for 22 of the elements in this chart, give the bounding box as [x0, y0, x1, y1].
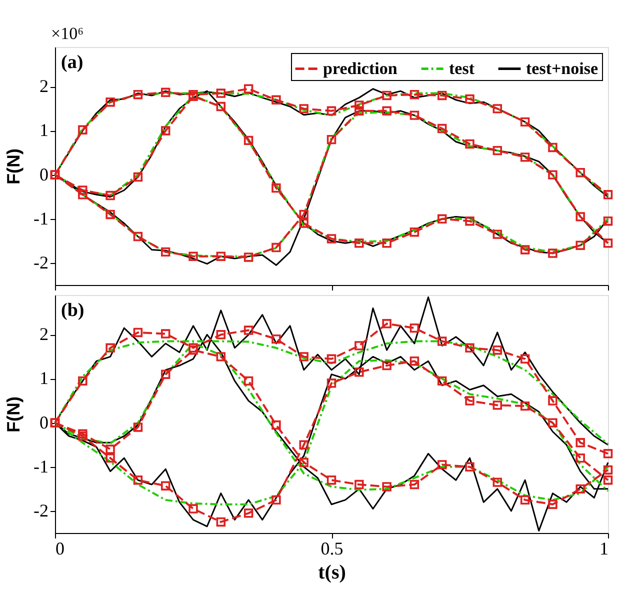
y-axis-title: F(N)	[4, 148, 24, 184]
legend-label: test+noise	[526, 58, 598, 78]
annotation: (b)	[61, 300, 84, 321]
y-tick-label: -1	[34, 456, 48, 476]
y-tick-label: 0	[40, 164, 48, 184]
y-tick-label: 1	[40, 368, 48, 388]
y-tick-label: 2	[40, 324, 48, 344]
legend-label: prediction	[323, 58, 398, 78]
x-tick-label: 0	[56, 538, 64, 558]
y-tick-label: -2	[34, 500, 48, 520]
x-axis-title: t(s)	[318, 562, 346, 584]
legend-label: test	[449, 58, 475, 78]
x-tick-label: 0.5	[320, 538, 344, 558]
x-tick-label: 1	[600, 538, 608, 558]
y-tick-label: 0	[40, 412, 48, 432]
y-tick-label: 1	[40, 120, 48, 140]
y-tick-label: -2	[34, 252, 48, 272]
y-axis-title: F(N)	[4, 396, 24, 432]
text: ×10⁶	[51, 24, 84, 43]
y-tick-label: 2	[40, 76, 48, 96]
annotation: (a)	[61, 52, 84, 73]
y-tick-label: -1	[34, 208, 48, 228]
